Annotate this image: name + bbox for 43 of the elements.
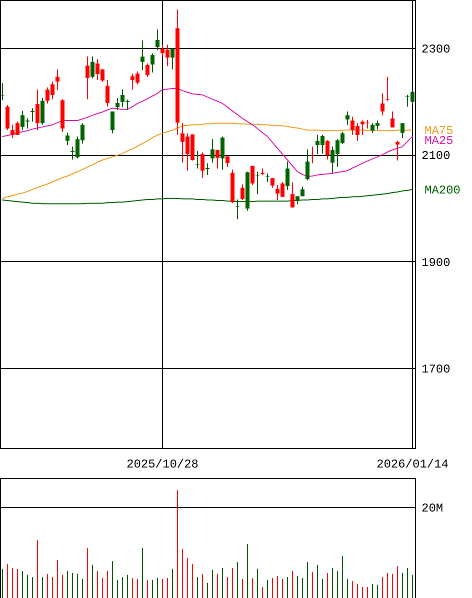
candlestick (106, 80, 110, 108)
candlestick (390, 110, 394, 128)
candlestick (170, 48, 174, 70)
candlestick (210, 138, 214, 164)
candlestick (216, 149, 220, 170)
x-tick-label: 2025/10/28 (126, 458, 199, 472)
candlestick (116, 98, 120, 110)
candlestick (146, 62, 150, 78)
x-tick-label: 2026/01/14 (376, 458, 449, 472)
candlestick (300, 186, 304, 197)
candlestick (6, 104, 10, 131)
candlestick (290, 182, 294, 208)
candlestick (30, 108, 34, 122)
candlestick (40, 98, 44, 126)
candlestick (240, 184, 244, 200)
y-tick-label: 2300 (422, 42, 450, 56)
series-label: MA200 (424, 183, 461, 198)
candlestick (110, 110, 114, 134)
candlestick (306, 148, 310, 181)
candlestick (396, 140, 400, 162)
candlestick (326, 140, 330, 160)
candlestick (36, 89, 40, 131)
y-tick-label: 20M (422, 502, 444, 516)
candlestick (270, 178, 274, 188)
candlestick (140, 40, 144, 70)
candlestick (220, 136, 224, 170)
candlestick (380, 92, 384, 116)
candlestick (206, 162, 210, 176)
candlestick (200, 152, 204, 179)
candlestick (86, 56, 90, 100)
candlestick (400, 122, 404, 139)
candlestick (90, 56, 94, 79)
y-tick-label: 2100 (422, 149, 450, 164)
y-tick-label: 1900 (422, 256, 450, 270)
candlestick (56, 68, 60, 91)
candlestick (286, 161, 290, 190)
candlestick (150, 52, 154, 74)
y-tick-label: 1700 (422, 362, 450, 376)
candlestick (156, 28, 160, 51)
candlestick (346, 110, 350, 126)
candlestick (250, 165, 254, 186)
candlestick (66, 132, 70, 146)
series-label: MA25 (424, 134, 454, 148)
